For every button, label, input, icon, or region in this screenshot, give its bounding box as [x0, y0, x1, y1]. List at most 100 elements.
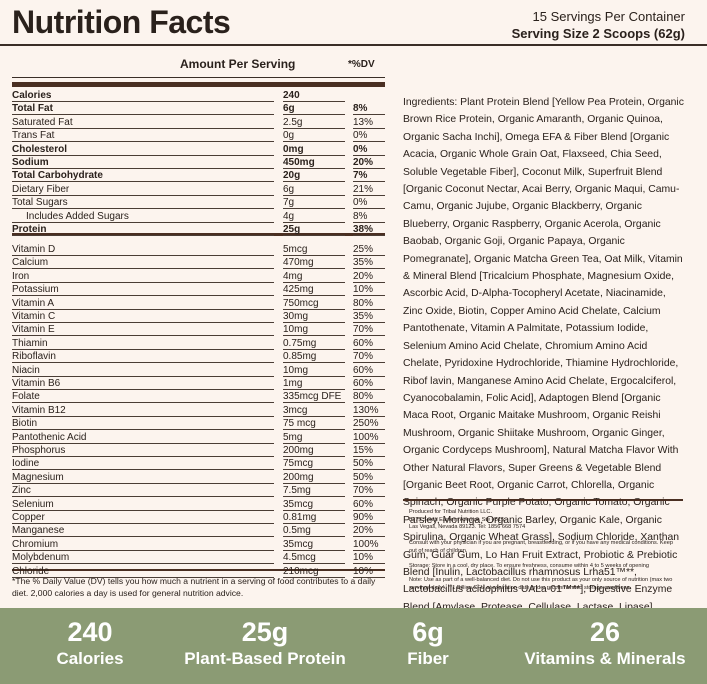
nutrient-row: Calcium 470mg 35%	[12, 256, 385, 270]
highlight-band	[0, 608, 707, 684]
nutrient-row: Vitamin C 30mg 35%	[12, 310, 385, 323]
daily-value: 60%	[353, 498, 385, 511]
amount: 4mg	[283, 270, 345, 283]
nutrient-row: Vitamin D 5mcg 25%	[12, 243, 385, 256]
serving-size: Serving Size 2 Scoops (62g)	[511, 26, 685, 41]
highlight-value: 240	[67, 617, 113, 647]
nutrient-name: Protein	[12, 223, 274, 236]
amount: 30mg	[283, 310, 345, 323]
daily-value: 25%	[353, 243, 385, 256]
nutrient-row: Zinc 7.5mg 70%	[12, 484, 385, 498]
nutrient-name: Trans Fat	[12, 129, 274, 143]
nutrient-row: Chromium 35mcg 100%	[12, 538, 385, 551]
nutrient-row: Vitamin A 750mcg 80%	[12, 297, 385, 310]
producer-line: 8275 South Eastern Avenue, Ste #815,	[409, 516, 506, 523]
nutrient-name: Phosphorus	[12, 444, 274, 457]
amount: 5mcg	[283, 243, 345, 256]
daily-value: 250%	[353, 417, 385, 431]
highlight: 26 Vitamins & Minerals	[515, 617, 695, 671]
amount: 75mcg	[283, 457, 345, 471]
servings: 15 Servings Per Container	[532, 9, 685, 24]
nutrient-name: Thiamin	[12, 337, 274, 350]
note: Storage: Store in a cool, dry place. To …	[409, 563, 649, 569]
amount: 450mg	[283, 156, 345, 169]
daily-value: 20%	[353, 156, 385, 169]
daily-value: 10%	[353, 283, 385, 297]
rule	[12, 82, 385, 87]
daily-value: 0%	[353, 196, 385, 210]
daily-value: 8%	[353, 102, 385, 116]
amount: 75 mcg	[283, 417, 345, 431]
amount: 750mcg	[283, 297, 345, 310]
nutrient-row: Protein 25g 38%	[12, 223, 385, 236]
amount: 35mcg	[283, 538, 345, 551]
daily-value: 35%	[353, 310, 385, 323]
nutrient-row: Saturated Fat 2.5g 13%	[12, 116, 385, 129]
daily-value: 100%	[353, 431, 385, 444]
amount: 3mcg	[283, 404, 345, 417]
amount: 6g	[283, 183, 345, 196]
amount: 4g	[283, 210, 345, 223]
rule	[0, 44, 707, 46]
nutrient-row: Dietary Fiber 6g 21%	[12, 183, 385, 196]
daily-value: 20%	[353, 524, 385, 538]
nutrient-row: Vitamin B12 3mcg 130%	[12, 404, 385, 417]
amount: 10mg	[283, 323, 345, 337]
note: Note: Use as part of a well-balanced die…	[409, 577, 673, 591]
nutrient-name: Zinc	[12, 484, 274, 498]
rule	[12, 569, 385, 571]
rule	[403, 499, 683, 501]
daily-value: 38%	[353, 223, 385, 236]
nutrient-name: Copper	[12, 511, 274, 524]
daily-value: 70%	[353, 350, 385, 364]
nutrient-row: Phosphorus 200mg 15%	[12, 444, 385, 457]
nutrient-name: Sodium	[12, 156, 274, 169]
nutrient-name: Chromium	[12, 538, 274, 551]
amount: 0.81mg	[283, 511, 345, 524]
nutrient-row: Iron 4mg 20%	[12, 270, 385, 283]
amount-header: Amount Per Serving	[180, 57, 296, 71]
daily-value: 10%	[353, 551, 385, 565]
highlight-label: Vitamins & Minerals	[524, 649, 686, 668]
nutrient-row: Iodine 75mcg 50%	[12, 457, 385, 471]
amount: 425mg	[283, 283, 345, 297]
highlight: 6g Fiber	[338, 617, 518, 671]
nutrient-row: Folate 335mcg DFE 80%	[12, 390, 385, 404]
amount: 0.5mg	[283, 524, 345, 538]
nutrient-row: Vitamin E 10mg 70%	[12, 323, 385, 337]
daily-value: 130%	[353, 404, 385, 417]
amount: 470mg	[283, 256, 345, 270]
amount: 210mcg	[283, 565, 345, 578]
amount: 0.85mg	[283, 350, 345, 364]
amount: 0g	[283, 129, 345, 143]
footnote: *The % Daily Value (DV) tells you how mu…	[12, 576, 376, 598]
nutrient-row: Biotin 75 mcg 250%	[12, 417, 385, 431]
amount: 25g	[283, 223, 345, 236]
daily-value: 21%	[353, 183, 385, 196]
daily-value: 50%	[353, 457, 385, 471]
amount: 20g	[283, 169, 345, 183]
nutrient-name: Dietary Fiber	[12, 183, 274, 196]
daily-value: 80%	[353, 390, 385, 404]
daily-value: 0%	[353, 129, 385, 143]
nutrient-name: Includes Added Sugars	[12, 210, 274, 223]
nutrient-name: Vitamin B6	[12, 377, 274, 390]
producer-line: Las Vegas, Nevada 89123. Tel: 1856 668 7…	[409, 524, 526, 530]
nutrient-name: Calcium	[12, 256, 274, 270]
amount: 1mg	[283, 377, 345, 390]
daily-value: 13%	[353, 116, 385, 129]
nutrient-row: Riboflavin 0.85mg 70%	[12, 350, 385, 364]
highlight-value: 26	[589, 617, 621, 647]
nutrient-row: Calories 240	[12, 89, 385, 102]
daily-value: 80%	[353, 297, 385, 310]
amount: 35mcg	[283, 498, 345, 511]
nutrient-row: Potassium 425mg 10%	[12, 283, 385, 297]
amount: 0mg	[283, 143, 345, 156]
daily-value: 20%	[353, 270, 385, 283]
daily-value: 10%	[353, 565, 385, 578]
amount: 6g	[283, 102, 345, 116]
nutrient-row: Cholesterol 0mg 0%	[12, 143, 385, 156]
amount: 335mcg DFE	[283, 390, 345, 404]
nutrient-row: Molybdenum 4.5mcg 10%	[12, 551, 385, 565]
daily-value: 0%	[353, 143, 385, 156]
